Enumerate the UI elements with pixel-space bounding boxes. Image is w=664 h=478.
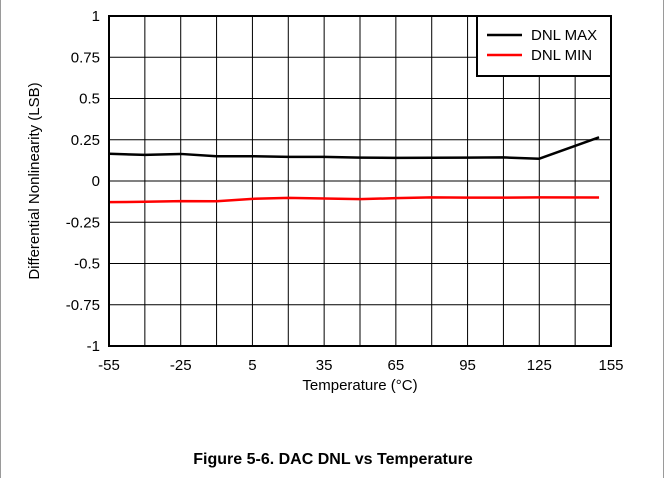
y-tick-label: 1	[92, 8, 100, 25]
y-tick-label: -0.75	[66, 297, 100, 314]
plot-frame	[108, 15, 612, 347]
x-tick-label: 5	[248, 357, 256, 374]
x-tick-label: 35	[316, 357, 333, 374]
x-tick-labels: -55 -25 5 35 65 95 125 155	[98, 357, 623, 374]
x-tick-label: -25	[170, 357, 192, 374]
y-axis-title: Differential Nonlinearity (LSB)	[26, 82, 43, 279]
legend-label: DNL MIN	[531, 47, 592, 64]
y-tick-label: 0.5	[79, 91, 100, 108]
y-tick-label: -0.25	[66, 214, 100, 231]
series-line-dnl-max	[108, 136, 600, 160]
legend-items: DNL MAX DNL MIN	[487, 27, 597, 64]
x-tick-label: 95	[459, 357, 476, 374]
x-axis-title: Temperature (°C)	[302, 377, 417, 394]
y-tick-label: 0.25	[71, 132, 100, 149]
legend-box	[476, 15, 612, 77]
y-tick-label: -1	[87, 338, 100, 355]
x-tick-label: 65	[388, 357, 405, 374]
figure-caption: Figure 5-6. DAC DNL vs Temperature	[193, 451, 473, 468]
series-line-dnl-min	[108, 196, 600, 204]
x-tick-label: 125	[527, 357, 552, 374]
y-tick-labels: 1 0.75 0.5 0.25 0 -0.25 -0.5 -0.75 -1	[66, 8, 100, 355]
dnl-temperature-chart: 1 0.75 0.5 0.25 0 -0.25 -0.5 -0.75 -1 -55 -25 5 35 6…	[26, 8, 624, 394]
y-tick-label: 0.75	[71, 49, 100, 66]
y-tick-label: -0.5	[74, 256, 100, 273]
x-tick-label: -55	[98, 357, 120, 374]
x-tick-label: 155	[598, 357, 623, 374]
legend-label: DNL MAX	[531, 27, 597, 44]
series-layer	[108, 136, 600, 204]
y-tick-label: 0	[92, 173, 100, 190]
legend: DNL MAX DNL MIN	[476, 15, 612, 77]
